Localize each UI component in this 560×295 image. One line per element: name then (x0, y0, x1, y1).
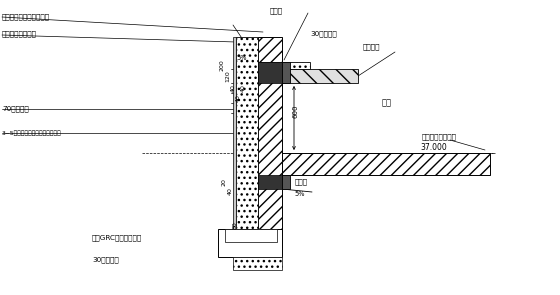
Text: 37.000: 37.000 (420, 142, 447, 152)
Text: 600: 600 (292, 104, 298, 118)
Text: 装饰檐线轻钙支架: 装饰檐线轻钙支架 (2, 31, 37, 37)
Bar (282, 62, 290, 83)
Bar (282, 175, 290, 189)
Bar (282, 153, 490, 175)
Bar (233, 37, 236, 247)
Text: 200: 200 (220, 60, 225, 71)
Bar (236, 37, 258, 247)
Bar (258, 62, 310, 69)
Text: 窗附框: 窗附框 (270, 8, 283, 14)
Text: 成品GRC外墙装饰檐线: 成品GRC外墙装饰檐线 (92, 235, 142, 241)
Text: 岩棉板专用锁固件: 岩棉板专用锁固件 (422, 134, 457, 140)
Text: 面砖窗台: 面砖窗台 (363, 44, 380, 50)
Text: 窗附框: 窗附框 (295, 179, 308, 185)
Text: 3~5厚抑裂面砂浆复合涂料网格布: 3~5厚抑裂面砂浆复合涂料网格布 (2, 130, 62, 136)
Text: 30厚聚苯板: 30厚聚苯板 (310, 31, 337, 37)
Bar (282, 69, 358, 83)
Text: 120: 120 (226, 70, 231, 82)
Text: 40: 40 (227, 187, 232, 195)
Text: 70厚岩棉板: 70厚岩棉板 (2, 106, 29, 112)
Text: 5%: 5% (236, 55, 246, 61)
Text: 成品聚苯板外墙装饰檐线: 成品聚苯板外墙装饰檐线 (2, 14, 50, 20)
Text: 80: 80 (232, 221, 237, 229)
Text: 30厚聚苯板: 30厚聚苯板 (92, 257, 119, 263)
Text: 卧室: 卧室 (382, 99, 392, 107)
Text: 40: 40 (240, 84, 245, 92)
Bar (258, 62, 282, 83)
Bar (233, 257, 282, 270)
Bar (258, 37, 282, 247)
Text: 40: 40 (236, 94, 240, 102)
Bar (258, 175, 282, 189)
Text: 5%: 5% (294, 191, 305, 197)
Text: 20: 20 (222, 178, 226, 186)
Bar (225, 229, 277, 242)
Text: 40: 40 (231, 84, 236, 92)
Bar (218, 229, 282, 257)
